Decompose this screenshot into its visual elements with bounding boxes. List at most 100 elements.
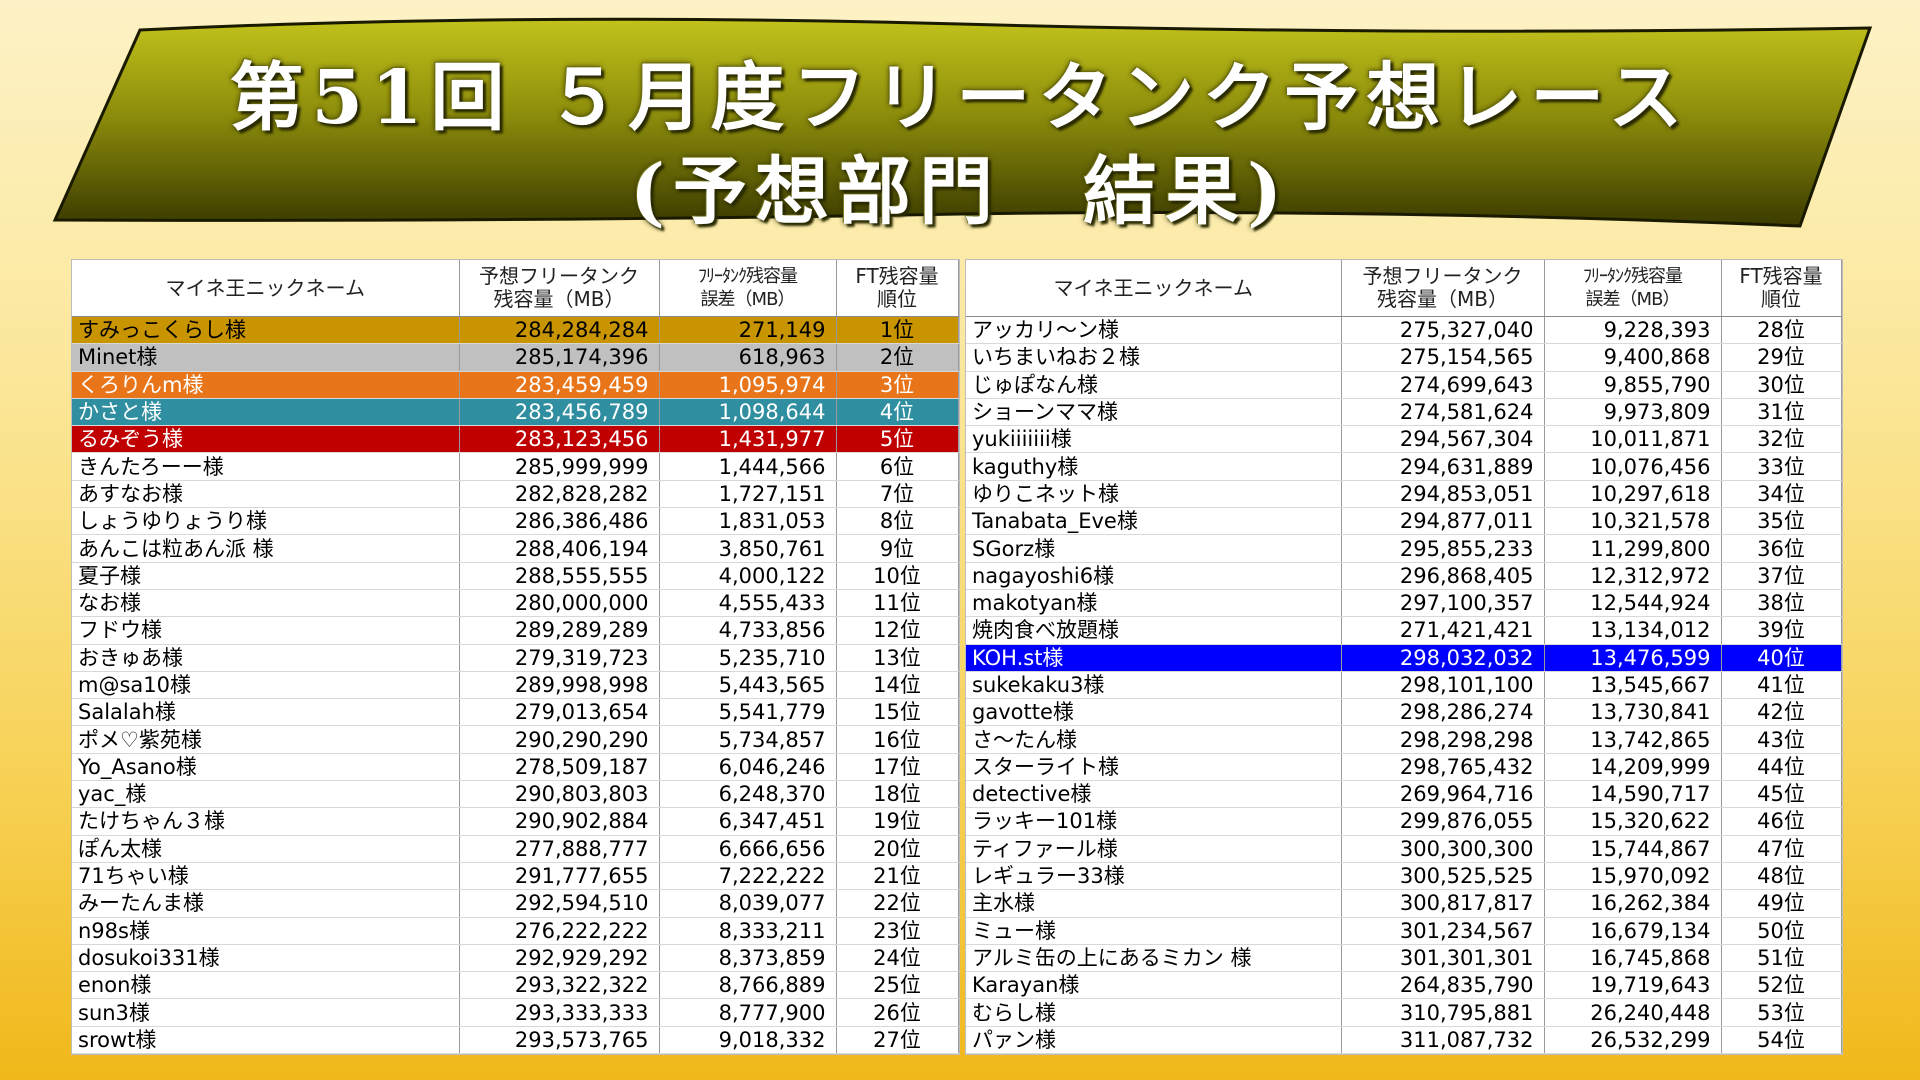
- cell-prediction: 298,101,100: [1341, 671, 1545, 700]
- table-header-row: マイネ王ニックネーム 予想フリータンク 残容量（MB） ﾌﾘｰﾀﾝｸ残容量 誤差（M…: [966, 260, 1842, 317]
- cell-prediction: 286,386,486: [459, 507, 660, 536]
- cell-prediction: 290,290,290: [459, 725, 660, 754]
- table-row: ぽん太様 277,888,777 6,666,656 20位: [72, 835, 959, 863]
- cell-rank: 46位: [1721, 807, 1842, 836]
- cell-nickname: nagayoshi6様: [966, 562, 1342, 590]
- header-error: ﾌﾘｰﾀﾝｸ残容量 誤差（MB）: [1544, 260, 1722, 317]
- cell-prediction: 279,013,654: [459, 698, 660, 727]
- cell-error: 7,222,222: [659, 862, 837, 891]
- cell-rank: 51位: [1721, 944, 1842, 973]
- cell-error: 15,744,867: [1544, 835, 1722, 863]
- cell-nickname: 夏子様: [72, 562, 460, 590]
- cell-rank: 23位: [836, 917, 959, 945]
- cell-rank: 21位: [836, 862, 959, 891]
- cell-error: 10,321,578: [1544, 507, 1722, 536]
- cell-prediction: 290,803,803: [459, 780, 660, 809]
- cell-prediction: 285,174,396: [459, 343, 660, 372]
- header-rank-line2: 順位: [1761, 287, 1801, 311]
- cell-nickname: アッカリ〜ン様: [966, 316, 1342, 345]
- cell-error: 13,134,012: [1544, 616, 1722, 645]
- cell-rank: 16位: [836, 725, 959, 754]
- cell-nickname: ティファール様: [966, 835, 1342, 863]
- table-row: あすなお様 282,828,282 1,727,151 7位: [72, 480, 959, 509]
- cell-error: 3,850,761: [659, 534, 837, 563]
- cell-rank: 17位: [836, 753, 959, 782]
- page-title: 第51回 ５月度フリータンク予想レース: [229, 55, 1691, 141]
- cell-nickname: かさと様: [72, 398, 460, 427]
- cell-error: 4,000,122: [659, 562, 837, 590]
- cell-nickname: yac_様: [72, 780, 460, 809]
- cell-nickname: アルミ缶の上にあるミカン 様: [966, 944, 1342, 973]
- cell-error: 618,963: [659, 343, 837, 372]
- cell-nickname: おきゅあ様: [72, 644, 460, 672]
- cell-prediction: 283,123,456: [459, 425, 660, 454]
- table-row: しょうゆりょうり様 286,386,486 1,831,053 8位: [72, 507, 959, 536]
- cell-error: 5,235,710: [659, 644, 837, 672]
- cell-prediction: 291,777,655: [459, 862, 660, 891]
- cell-prediction: 295,855,233: [1341, 534, 1545, 563]
- cell-prediction: 279,319,723: [459, 644, 660, 672]
- cell-rank: 18位: [836, 780, 959, 809]
- cell-prediction: 294,567,304: [1341, 425, 1545, 454]
- cell-error: 14,209,999: [1544, 753, 1722, 782]
- cell-rank: 37位: [1721, 562, 1842, 590]
- cell-nickname: いちまいねお２様: [966, 343, 1342, 372]
- header-error-line2: 誤差（MB）: [1585, 289, 1681, 310]
- table-row: スターライト様 298,765,432 14,209,999 44位: [966, 753, 1842, 782]
- table-row: yukiiiiiii様 294,567,304 10,011,871 32位: [966, 425, 1842, 454]
- table-row: なお様 280,000,000 4,555,433 11位: [72, 589, 959, 618]
- cell-prediction: 293,573,765: [459, 1026, 660, 1055]
- cell-rank: 4位: [836, 398, 959, 427]
- cell-prediction: 292,929,292: [459, 944, 660, 973]
- table-row: ポメ♡紫苑様 290,290,290 5,734,857 16位: [72, 725, 959, 754]
- cell-nickname: たけちゃん３様: [72, 807, 460, 836]
- table-row: Karayan様 264,835,790 19,719,643 52位: [966, 971, 1842, 1000]
- table-row: くろりんm様 283,459,459 1,095,974 3位: [72, 371, 959, 399]
- header-prediction-line1: 予想フリータンク: [1362, 264, 1523, 288]
- cell-nickname: きんたろーー様: [72, 452, 460, 481]
- header-prediction: 予想フリータンク 残容量（MB）: [459, 260, 660, 317]
- table-row: 71ちゃい様 291,777,655 7,222,222 21位: [72, 862, 959, 891]
- cell-error: 8,766,889: [659, 971, 837, 1000]
- cell-rank: 7位: [836, 480, 959, 509]
- cell-error: 15,320,622: [1544, 807, 1722, 836]
- cell-rank: 35位: [1721, 507, 1842, 536]
- cell-nickname: ミュー様: [966, 917, 1342, 945]
- cell-error: 16,745,868: [1544, 944, 1722, 973]
- cell-prediction: 298,765,432: [1341, 753, 1545, 782]
- cell-rank: 12位: [836, 616, 959, 645]
- cell-nickname: KOH.st様: [966, 644, 1342, 672]
- cell-rank: 24位: [836, 944, 959, 973]
- cell-nickname: さ〜たん様: [966, 725, 1342, 754]
- cell-rank: 25位: [836, 971, 959, 1000]
- cell-prediction: 301,301,301: [1341, 944, 1545, 973]
- table-row: あんこは粒あん派 様 288,406,194 3,850,761 9位: [72, 534, 959, 563]
- cell-rank: 49位: [1721, 889, 1842, 918]
- cell-prediction: 276,222,222: [459, 917, 660, 945]
- cell-rank: 19位: [836, 807, 959, 836]
- cell-prediction: 285,999,999: [459, 452, 660, 481]
- cell-rank: 52位: [1721, 971, 1842, 1000]
- table-row: レギュラー33様 300,525,525 15,970,092 48位: [966, 862, 1842, 891]
- cell-prediction: 290,902,884: [459, 807, 660, 836]
- table-row: 夏子様 288,555,555 4,000,122 10位: [72, 562, 959, 590]
- cell-error: 16,262,384: [1544, 889, 1722, 918]
- cell-nickname: sun3様: [72, 998, 460, 1027]
- table-row: アルミ缶の上にあるミカン 様 301,301,301 16,745,868 51位: [966, 944, 1842, 973]
- cell-prediction: 289,289,289: [459, 616, 660, 645]
- table-row: るみぞう様 283,123,456 1,431,977 5位: [72, 425, 959, 454]
- cell-error: 6,666,656: [659, 835, 837, 863]
- header-prediction-line2: 残容量（MB）: [493, 287, 625, 311]
- table-row: ショーンママ様 274,581,624 9,973,809 31位: [966, 398, 1842, 427]
- results-table-right: マイネ王ニックネーム 予想フリータンク 残容量（MB） ﾌﾘｰﾀﾝｸ残容量 誤差（M…: [966, 260, 1842, 1055]
- header-error-line1: ﾌﾘｰﾀﾝｸ残容量: [1583, 266, 1683, 287]
- cell-nickname: スターライト様: [966, 753, 1342, 782]
- cell-nickname: makotyan様: [966, 589, 1342, 618]
- cell-nickname: ラッキー101様: [966, 807, 1342, 836]
- cell-nickname: 主水様: [966, 889, 1342, 918]
- cell-prediction: 297,100,357: [1341, 589, 1545, 618]
- cell-error: 11,299,800: [1544, 534, 1722, 563]
- cell-prediction: 269,964,716: [1341, 780, 1545, 809]
- table-row: detective様 269,964,716 14,590,717 45位: [966, 780, 1842, 809]
- cell-error: 1,095,974: [659, 371, 837, 399]
